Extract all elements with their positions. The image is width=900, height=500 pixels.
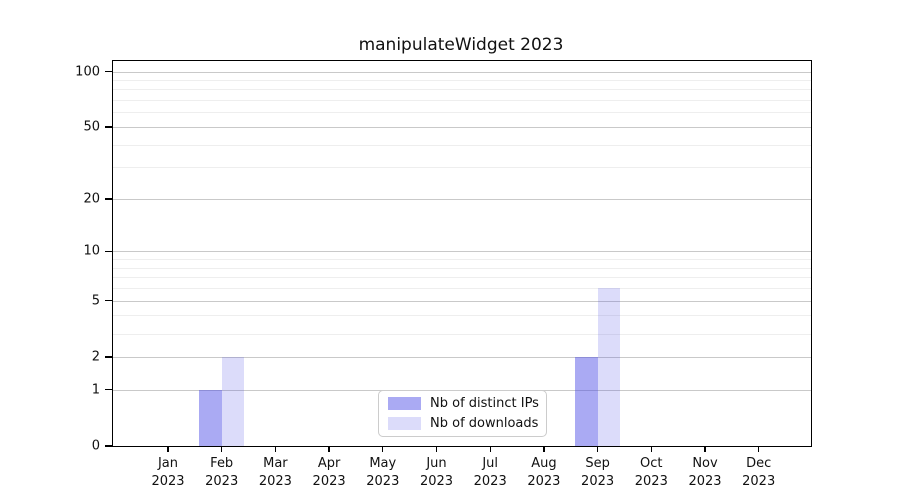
x-axis-tick-label: Jan 2023 [151,455,184,491]
y-axis-tick-label: 1 [91,382,100,398]
x-tick-year: 2023 [742,474,776,489]
x-axis-tick [650,447,652,453]
gridline-minor [113,144,811,146]
x-tick-year: 2023 [258,474,292,489]
x-axis-tick-label: Oct 2023 [635,455,668,491]
x-axis-tick-label: Mar 2023 [259,455,292,491]
x-tick-month: Apr [317,456,341,471]
y-axis-tick [104,389,112,391]
y-axis-tick [104,198,112,200]
legend: Nb of distinct IPs Nb of downloads [378,390,547,437]
y-axis-tick-label: 5 [91,293,100,309]
gridline-major [113,126,811,128]
gridline-major [113,251,811,253]
x-axis-tick [596,447,599,453]
x-axis-tick-label: May 2023 [366,455,399,491]
x-tick-month: Aug [531,456,557,471]
y-axis-tick [104,126,112,128]
x-axis-tick-label: Jul 2023 [474,455,507,491]
x-axis-tick-label: Feb 2023 [205,455,238,491]
gridline-major [113,356,811,358]
x-tick-month: Mar [263,456,288,471]
x-axis-tick-label: Dec 2023 [742,455,775,491]
legend-item-distinct-ips: Nb of distinct IPs [388,396,539,411]
legend-item-downloads: Nb of downloads [388,416,539,431]
x-tick-year: 2023 [205,474,239,489]
x-axis-tick [221,447,223,453]
x-axis-tick-label: Apr 2023 [313,455,346,491]
x-axis-tick-label: Nov 2023 [688,455,721,491]
y-axis-tick-label: 100 [75,64,100,80]
gridline-minor [113,315,811,317]
x-tick-month: Sep [585,456,610,471]
x-axis-tick [435,447,438,453]
x-tick-year: 2023 [688,474,722,489]
gridline-minor [113,167,811,169]
bar-downloads-feb [221,356,245,446]
legend-label-distinct-ips: Nb of distinct IPs [430,396,539,411]
x-axis-tick-label: Aug 2023 [527,455,560,491]
x-axis-tick [758,447,760,453]
x-tick-year: 2023 [581,474,615,489]
x-tick-year: 2023 [634,474,668,489]
gridline-major [113,300,811,302]
x-tick-month: May [369,456,397,471]
x-tick-year: 2023 [312,474,346,489]
x-tick-month: Oct [640,456,663,471]
x-tick-year: 2023 [473,474,507,489]
x-axis-tick-label: Sep 2023 [581,455,614,491]
x-tick-month: Feb [210,456,234,471]
x-axis-tick [274,447,277,453]
gridline-minor [113,112,811,114]
gridline-minor [113,288,811,290]
x-axis-tick [382,447,384,453]
x-axis-tick [543,447,545,453]
x-tick-month: Jun [426,456,447,471]
y-axis-tick [104,356,112,358]
y-axis-tick [104,299,112,302]
x-tick-year: 2023 [527,474,561,489]
x-tick-year: 2023 [151,474,185,489]
gridline-minor [113,79,811,81]
plot-area: Nb of distinct IPs Nb of downloads 0 1 2 5 1… [75,60,812,489]
y-axis-tick-label: 2 [91,349,100,365]
bar-distinct-ips-sep [575,356,598,446]
y-axis-tick-label: 0 [91,438,100,454]
gridline-minor [113,277,811,279]
x-tick-month: Nov [692,456,718,471]
y-axis-tick-label: 20 [83,191,100,207]
y-axis-tick [104,445,112,447]
gridline-minor [113,267,811,269]
bar-downloads-sep [597,288,621,446]
legend-swatch-downloads [388,417,421,430]
gridline-minor [113,100,811,102]
x-axis-tick [489,447,491,453]
gridline-minor [113,89,811,91]
gridline-major [113,71,811,73]
x-axis-tick [704,447,706,453]
y-axis-tick [104,70,112,73]
x-tick-year: 2023 [419,474,454,489]
gridline-minor [113,259,811,261]
x-axis-tick [328,447,330,453]
gridline-major [113,198,811,200]
legend-swatch-distinct-ips [388,397,421,410]
x-axis-tick-label: Jun 2023 [420,455,453,491]
x-tick-year: 2023 [366,474,400,489]
x-tick-month: Jul [482,456,499,471]
chart-title: manipulateWidget 2023 [358,35,564,55]
y-axis-tick [104,250,112,253]
x-tick-month: Dec [746,456,772,471]
x-tick-month: Jan [157,456,179,471]
x-axis-tick [167,447,169,453]
y-axis-tick-label: 10 [83,243,100,259]
gridline-minor [113,333,811,335]
legend-label-downloads: Nb of downloads [430,416,539,431]
y-axis-tick-label: 50 [83,119,100,135]
bar-distinct-ips-feb [199,389,222,446]
